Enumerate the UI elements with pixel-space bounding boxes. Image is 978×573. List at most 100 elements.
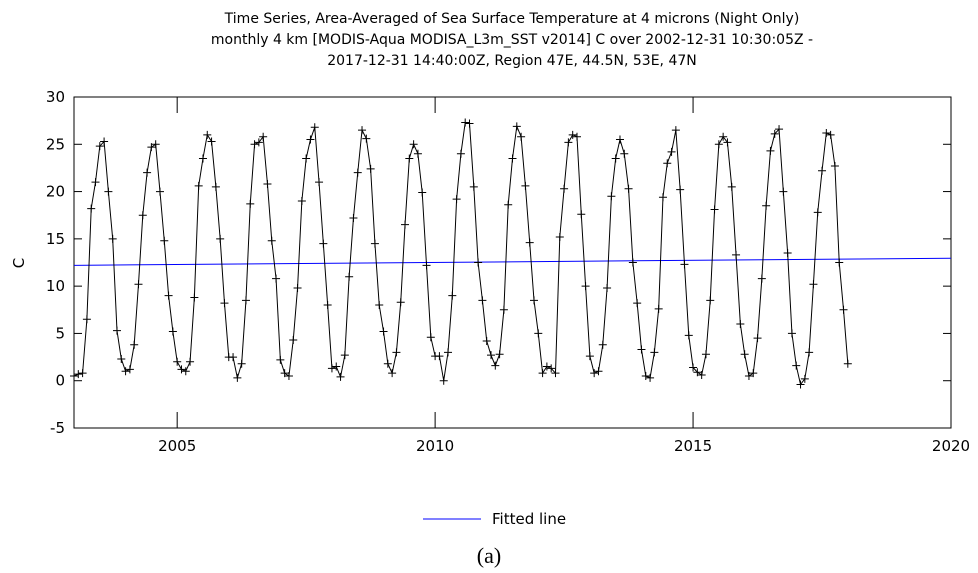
data-point bbox=[654, 304, 663, 313]
data-point bbox=[125, 365, 134, 374]
data-point bbox=[646, 373, 655, 382]
data-point bbox=[100, 137, 109, 146]
data-point bbox=[241, 296, 250, 305]
data-point bbox=[95, 142, 104, 151]
data-point bbox=[641, 371, 650, 380]
data-point bbox=[658, 193, 667, 202]
y-tick-label: 5 bbox=[55, 324, 65, 342]
data-point bbox=[770, 129, 779, 138]
data-point bbox=[813, 208, 822, 217]
data-point bbox=[379, 327, 388, 336]
data-point bbox=[267, 236, 276, 245]
legend: Fitted line bbox=[423, 510, 566, 528]
data-point bbox=[138, 211, 147, 220]
y-tick-label: 0 bbox=[55, 372, 65, 390]
data-point bbox=[482, 336, 491, 345]
data-point bbox=[667, 147, 676, 156]
data-point bbox=[108, 234, 117, 243]
data-point bbox=[512, 122, 521, 131]
data-point bbox=[723, 138, 732, 147]
data-point bbox=[340, 351, 349, 360]
fitted-line bbox=[73, 257, 952, 266]
data-point bbox=[370, 239, 379, 248]
data-point bbox=[203, 130, 212, 139]
data-point bbox=[650, 348, 659, 357]
data-point bbox=[284, 371, 293, 380]
data-point bbox=[181, 367, 190, 376]
data-point bbox=[826, 130, 835, 139]
data-point bbox=[684, 331, 693, 340]
data-point bbox=[190, 293, 199, 302]
data-point bbox=[130, 340, 139, 349]
data-point bbox=[615, 135, 624, 144]
data-point bbox=[740, 350, 749, 359]
data-point bbox=[383, 359, 392, 368]
data-point bbox=[452, 195, 461, 204]
data-point bbox=[530, 296, 538, 305]
data-point bbox=[198, 154, 207, 163]
data-point bbox=[465, 119, 474, 128]
data-point bbox=[830, 162, 839, 171]
data-point bbox=[91, 178, 100, 187]
data-point bbox=[620, 149, 629, 158]
data-point bbox=[220, 299, 229, 308]
data-point bbox=[362, 134, 371, 143]
plot-area bbox=[73, 96, 952, 429]
data-point bbox=[710, 205, 719, 214]
data-point bbox=[521, 181, 530, 190]
data-point bbox=[332, 362, 341, 371]
data-point bbox=[499, 305, 508, 314]
axis-ticks bbox=[74, 96, 952, 429]
data-point bbox=[168, 327, 177, 336]
figure-caption: (a) bbox=[477, 543, 501, 568]
x-tick-label: 2010 bbox=[416, 437, 454, 455]
data-point bbox=[160, 236, 169, 245]
data-point bbox=[173, 357, 182, 366]
data-point bbox=[727, 182, 736, 191]
data-point bbox=[762, 201, 771, 210]
data-point bbox=[676, 185, 685, 194]
data-point bbox=[349, 214, 358, 223]
data-point bbox=[787, 329, 796, 338]
y-tick-label: 15 bbox=[46, 230, 65, 248]
data-point bbox=[418, 188, 427, 197]
chart-title-line-2: monthly 4 km [MODIS-Aqua MODISA_L3m_SST … bbox=[211, 32, 813, 48]
data-point bbox=[112, 326, 121, 335]
data-point bbox=[74, 370, 83, 379]
y-tick-label: 30 bbox=[46, 88, 65, 106]
data-point bbox=[315, 178, 324, 187]
data-point bbox=[461, 118, 470, 127]
data-point bbox=[800, 374, 809, 383]
data-point bbox=[538, 369, 547, 378]
data-point bbox=[422, 261, 431, 270]
data-point bbox=[564, 138, 573, 147]
data-point bbox=[366, 164, 375, 173]
data-point bbox=[207, 137, 216, 146]
data-point bbox=[611, 154, 620, 163]
data-point bbox=[413, 149, 422, 158]
x-tick-label: 2005 bbox=[158, 437, 196, 455]
data-point bbox=[835, 258, 844, 267]
data-point bbox=[439, 376, 448, 385]
data-point bbox=[585, 352, 594, 361]
data-point bbox=[327, 364, 336, 373]
data-point bbox=[435, 352, 444, 361]
data-point bbox=[336, 372, 345, 381]
data-point bbox=[392, 348, 401, 357]
data-point bbox=[297, 197, 306, 206]
data-point bbox=[143, 168, 152, 177]
data-point bbox=[478, 296, 487, 305]
legend-label-fitted-line: Fitted line bbox=[492, 510, 566, 528]
data-point bbox=[426, 333, 435, 342]
data-point bbox=[310, 123, 319, 132]
data-point bbox=[263, 180, 272, 189]
x-tick-label: 2020 bbox=[932, 437, 970, 455]
data-point bbox=[693, 368, 702, 377]
data-point bbox=[276, 355, 285, 364]
data-point bbox=[134, 280, 143, 289]
data-point bbox=[216, 234, 225, 243]
data-point bbox=[822, 128, 831, 137]
data-point bbox=[78, 369, 87, 378]
y-axis-label: C bbox=[10, 258, 28, 268]
